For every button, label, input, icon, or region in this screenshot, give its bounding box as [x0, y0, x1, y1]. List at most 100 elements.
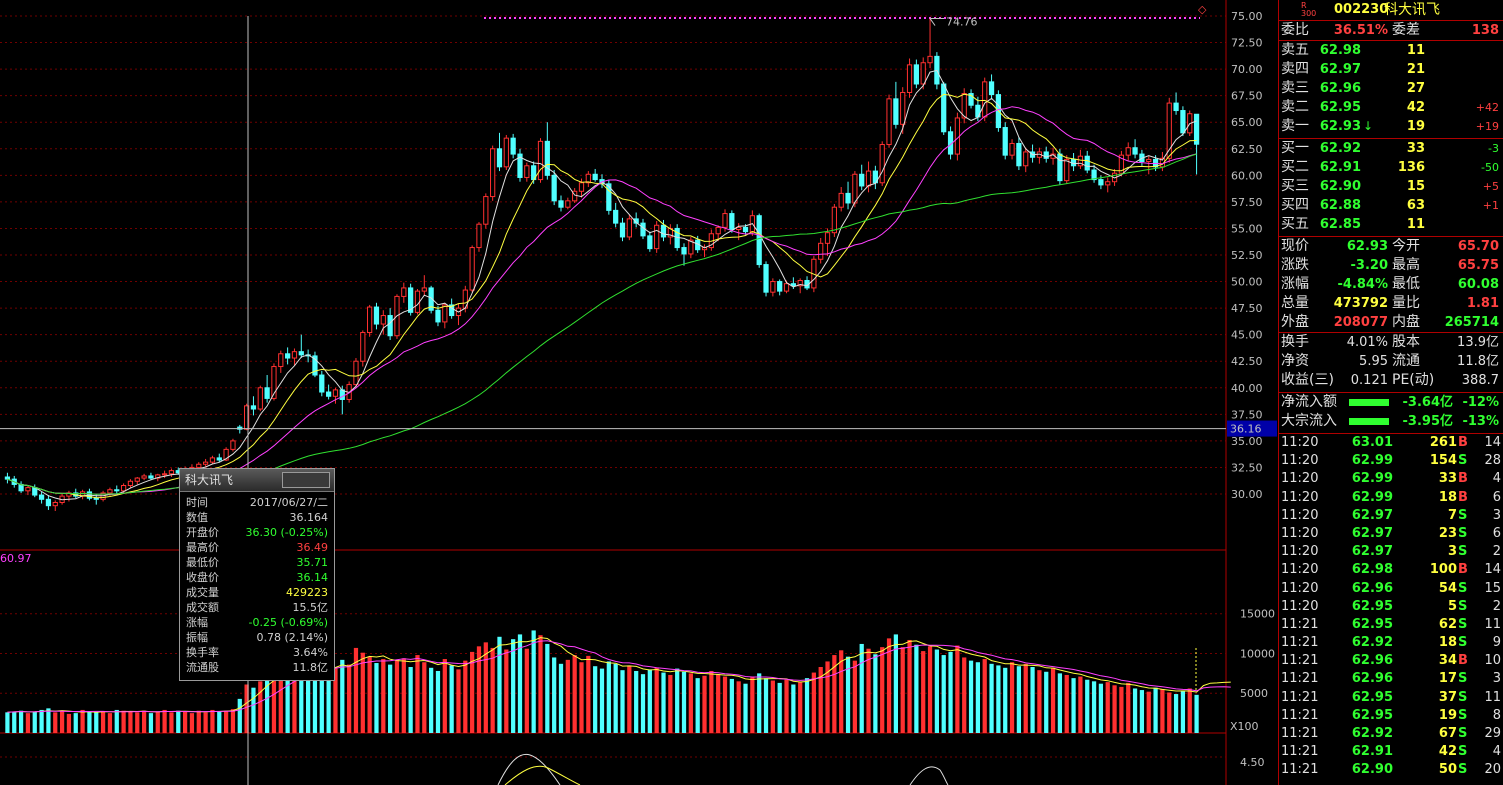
- kline-chart-area[interactable]: 75.00 72.50 70.00 67.50 65.00 62.50 60.00 57.50…: [0, 0, 1278, 785]
- volume-bar: [661, 672, 666, 733]
- tick-time: 11:21: [1281, 744, 1319, 760]
- sell-order-row[interactable]: 卖二 62.95 42 +42: [1279, 98, 1503, 117]
- buy-order-row[interactable]: 买一 62.92 33 -3: [1279, 139, 1503, 158]
- fund-value: 0.121: [1350, 373, 1388, 388]
- candle-body: [544, 140, 550, 176]
- volume-bar: [347, 664, 352, 733]
- sell-order-row[interactable]: 卖四 62.97 21: [1279, 60, 1503, 79]
- volume-bar: [217, 711, 222, 733]
- tick-row[interactable]: 11:20 62.95 5 S 2: [1279, 598, 1503, 616]
- volume-bar: [1173, 694, 1179, 733]
- quote-row: 涨幅 -4.84% 最低 60.08: [1279, 275, 1503, 294]
- tick-row[interactable]: 11:20 63.01 261 B 14: [1279, 434, 1503, 452]
- tick-volume: 42: [1438, 744, 1457, 760]
- volume-bar: [565, 659, 570, 733]
- tick-row[interactable]: 11:21 62.95 37 S 11: [1279, 689, 1503, 707]
- volume-bar: [5, 712, 10, 733]
- volume-bar: [1057, 673, 1063, 733]
- price-tick-label: 50.00: [1231, 276, 1263, 289]
- candle-body: [558, 200, 564, 208]
- volume-bar: [900, 647, 905, 733]
- buy-order-row[interactable]: 买五 62.85 11: [1279, 215, 1503, 234]
- candle-body: [319, 374, 325, 393]
- tick-row[interactable]: 11:20 62.97 3 S 2: [1279, 543, 1503, 561]
- candle-body: [360, 332, 366, 362]
- candle-body: [906, 64, 913, 93]
- price-tick-label: 62.50: [1231, 143, 1263, 156]
- candle-body: [332, 389, 339, 397]
- price-tick-label: 32.50: [1231, 461, 1263, 474]
- candle-body: [770, 281, 776, 293]
- candle-body: [565, 200, 571, 208]
- volume-bar: [107, 713, 113, 733]
- tick-row[interactable]: 11:21 62.90 50 S 20: [1279, 761, 1503, 779]
- candle-body: [52, 501, 58, 507]
- fund-value: 13.9亿: [1457, 335, 1499, 350]
- tick-row[interactable]: 11:20 62.99 18 B 6: [1279, 489, 1503, 507]
- volume-bar: [1194, 694, 1199, 733]
- tick-row[interactable]: 11:21 62.96 17 S 3: [1279, 670, 1503, 688]
- data-tooltip-window[interactable]: 科大讯飞 时间 2017/06/27/二 数值 36.164 开盘价 36.30 (-0.…: [179, 468, 335, 681]
- volume-bar: [435, 670, 441, 733]
- tick-row[interactable]: 11:20 62.99 154 S 28: [1279, 452, 1503, 470]
- order-change: +42: [1475, 101, 1499, 114]
- volume-bar: [155, 711, 160, 733]
- candle-body: [490, 148, 496, 198]
- tick-row[interactable]: 11:21 62.91 42 S 4: [1279, 743, 1503, 761]
- down-arrow-icon: ↓: [1363, 119, 1374, 133]
- tick-volume: 33: [1438, 471, 1457, 487]
- tooltip-value: 11.8亿: [292, 661, 329, 674]
- buy-order-row[interactable]: 买二 62.91 136 -50: [1279, 158, 1503, 177]
- tooltip-close-button[interactable]: [282, 472, 330, 488]
- fund-key: 流通: [1392, 353, 1420, 369]
- buy-order-row[interactable]: 买四 62.88 63 +1: [1279, 196, 1503, 215]
- candle-body: [626, 218, 632, 238]
- volume-bar: [73, 713, 78, 733]
- tooltip-key: 最高价: [186, 541, 219, 554]
- tick-row[interactable]: 11:21 62.92 67 S 29: [1279, 725, 1503, 743]
- candle-body: [633, 218, 639, 224]
- tick-count: 6: [1492, 489, 1501, 505]
- stock-r-badge: R 300: [1301, 1, 1317, 18]
- volume-bar: [1126, 682, 1131, 733]
- sell-order-row[interactable]: 卖一 62.93 ↓ 19 +19: [1279, 117, 1503, 136]
- tooltip-value: 2017/06/27/二: [249, 496, 328, 509]
- tooltip-key: 流通股: [186, 661, 219, 674]
- tick-row[interactable]: 11:21 62.95 62 S 11: [1279, 616, 1503, 634]
- candle-body: [859, 173, 865, 187]
- order-volume: 42: [1406, 100, 1425, 115]
- tick-row[interactable]: 11:21 62.92 18 S 9: [1279, 634, 1503, 652]
- candle-body: [756, 215, 762, 266]
- buy-order-row[interactable]: 买三 62.90 15 +5: [1279, 177, 1503, 196]
- volume-bar: [135, 712, 140, 733]
- tick-side: B: [1458, 471, 1468, 487]
- tick-price: 62.92: [1351, 635, 1393, 651]
- fund-key: 换手: [1281, 334, 1309, 350]
- volume-bar: [524, 648, 529, 733]
- candle-body: [818, 242, 824, 260]
- tick-row[interactable]: 11:21 62.95 19 S 8: [1279, 707, 1503, 725]
- volume-bar: [750, 677, 755, 733]
- price-tick-label: 37.50: [1231, 408, 1263, 421]
- candle-body: [619, 222, 626, 238]
- volume-bar: [968, 660, 974, 733]
- kline-chart[interactable]: 75.00 72.50 70.00 67.50 65.00 62.50 60.00 57.50…: [0, 0, 1278, 785]
- volume-bar: [299, 667, 304, 733]
- volume-bar: [989, 663, 994, 733]
- quote-panel: R 300 002230 科大讯飞 委比 36.51% 委差 138 卖五 62.9…: [1278, 0, 1503, 785]
- sell-order-row[interactable]: 卖五 62.98 11: [1279, 41, 1503, 60]
- tick-list[interactable]: 11:20 63.01 261 B 14 11:20 62.99 154 S 28 11:20 62.…: [1279, 434, 1503, 780]
- tick-row[interactable]: 11:20 62.97 7 S 3: [1279, 507, 1503, 525]
- volume-bar: [545, 643, 550, 733]
- tick-row[interactable]: 11:21 62.96 34 B 10: [1279, 652, 1503, 670]
- tick-row[interactable]: 11:20 62.96 54 S 15: [1279, 580, 1503, 598]
- tick-row[interactable]: 11:20 62.97 23 S 6: [1279, 525, 1503, 543]
- candle-body: [230, 440, 236, 450]
- volume-bar: [244, 684, 249, 733]
- tick-row[interactable]: 11:20 62.99 33 B 4: [1279, 470, 1503, 488]
- sell-order-row[interactable]: 卖三 62.96 27: [1279, 79, 1503, 98]
- tick-row[interactable]: 11:20 62.98 100 B 14: [1279, 561, 1503, 579]
- volume-bar: [408, 667, 413, 733]
- order-level-label: 卖五: [1281, 42, 1309, 58]
- price-tick-label: 30.00: [1231, 488, 1263, 501]
